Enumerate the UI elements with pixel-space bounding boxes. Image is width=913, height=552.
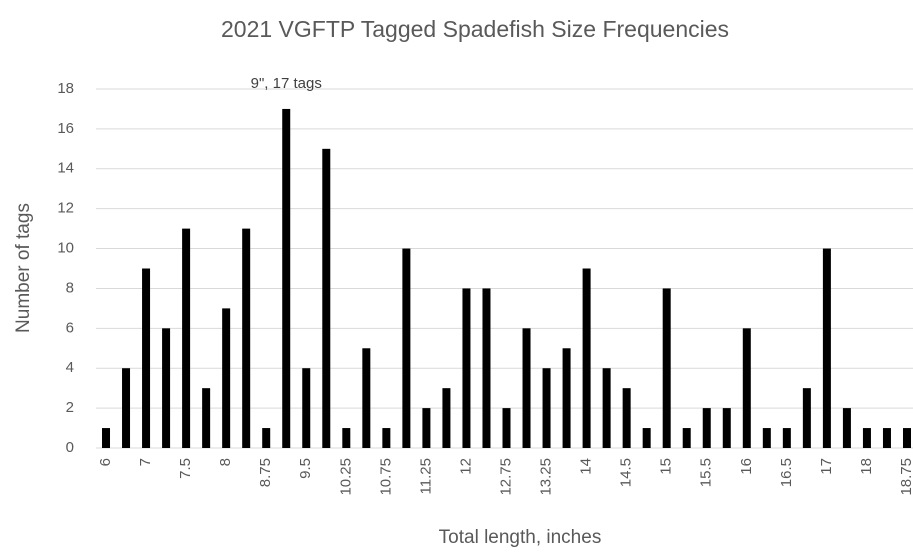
x-tick-label: 12.75 bbox=[497, 458, 514, 496]
y-tick-label: 2 bbox=[66, 399, 74, 416]
bar bbox=[902, 428, 911, 448]
x-tick-label: 10.75 bbox=[377, 458, 394, 496]
y-axis-title: Number of tags bbox=[13, 203, 34, 333]
y-tick-label: 4 bbox=[66, 359, 74, 376]
bar bbox=[502, 408, 511, 448]
y-tick-label: 18 bbox=[57, 80, 74, 97]
bar bbox=[702, 408, 711, 448]
x-tick-label: 17 bbox=[818, 458, 835, 475]
bar bbox=[822, 248, 831, 448]
x-tick-label: 7.5 bbox=[177, 458, 194, 479]
bar bbox=[262, 428, 271, 448]
x-tick-label: 15.5 bbox=[698, 458, 715, 487]
y-tick-label: 8 bbox=[66, 279, 74, 296]
x-tick-label: 8.75 bbox=[257, 458, 274, 487]
y-tick-label: 16 bbox=[57, 120, 74, 137]
y-tick-label: 12 bbox=[57, 200, 74, 217]
bar bbox=[462, 288, 471, 448]
bar bbox=[602, 368, 611, 448]
y-tick-label: 0 bbox=[66, 439, 74, 456]
x-tick-label: 18.75 bbox=[898, 458, 913, 496]
bar bbox=[722, 408, 731, 448]
bar bbox=[162, 328, 171, 448]
x-tick-label: 18 bbox=[858, 458, 875, 475]
x-tick-label: 10.25 bbox=[337, 458, 354, 496]
bar bbox=[442, 388, 451, 448]
x-tick-label: 14.5 bbox=[618, 458, 635, 487]
y-tick-label: 10 bbox=[57, 240, 74, 257]
x-tick-label: 8 bbox=[217, 458, 234, 466]
bar bbox=[762, 428, 771, 448]
bar bbox=[742, 328, 751, 448]
bar bbox=[422, 408, 431, 448]
bar bbox=[382, 428, 391, 448]
y-tick-label: 6 bbox=[66, 319, 74, 336]
bar bbox=[882, 428, 891, 448]
bar bbox=[342, 428, 351, 448]
bar bbox=[842, 408, 851, 448]
bar bbox=[782, 428, 791, 448]
bar bbox=[142, 268, 151, 448]
x-tick-label: 13.25 bbox=[538, 458, 555, 496]
bar bbox=[562, 348, 571, 448]
x-tick-label: 6 bbox=[97, 458, 114, 466]
chart-title: 2021 VGFTP Tagged Spadefish Size Frequen… bbox=[221, 16, 729, 42]
x-tick-label: 12 bbox=[457, 458, 474, 475]
x-tick-label: 11.25 bbox=[417, 458, 434, 494]
x-tick-label: 7 bbox=[137, 458, 154, 466]
bar bbox=[122, 368, 131, 448]
x-axis-title: Total length, inches bbox=[439, 527, 602, 548]
bar bbox=[522, 328, 531, 448]
bar bbox=[582, 268, 591, 448]
x-tick-label: 16.5 bbox=[778, 458, 795, 487]
bar bbox=[222, 308, 231, 448]
bar bbox=[182, 228, 191, 448]
bar bbox=[642, 428, 651, 448]
x-tick-label: 15 bbox=[658, 458, 675, 475]
bar bbox=[102, 428, 111, 448]
bar bbox=[202, 388, 211, 448]
bar bbox=[362, 348, 371, 448]
bar bbox=[662, 288, 671, 448]
bar bbox=[282, 108, 291, 448]
bar bbox=[242, 228, 251, 448]
x-tick-label: 16 bbox=[738, 458, 755, 475]
bar bbox=[862, 428, 871, 448]
bar bbox=[622, 388, 631, 448]
bar bbox=[682, 428, 691, 448]
annotation: 9", 17 tags bbox=[251, 75, 322, 92]
bar bbox=[322, 148, 331, 449]
bar bbox=[542, 368, 551, 448]
bar bbox=[802, 388, 811, 448]
y-tick-label: 14 bbox=[57, 160, 74, 177]
x-tick-label: 14 bbox=[578, 458, 595, 475]
bar bbox=[302, 368, 311, 448]
bar bbox=[402, 248, 411, 448]
bar bbox=[482, 288, 491, 448]
x-tick-label: 9.5 bbox=[297, 458, 314, 479]
